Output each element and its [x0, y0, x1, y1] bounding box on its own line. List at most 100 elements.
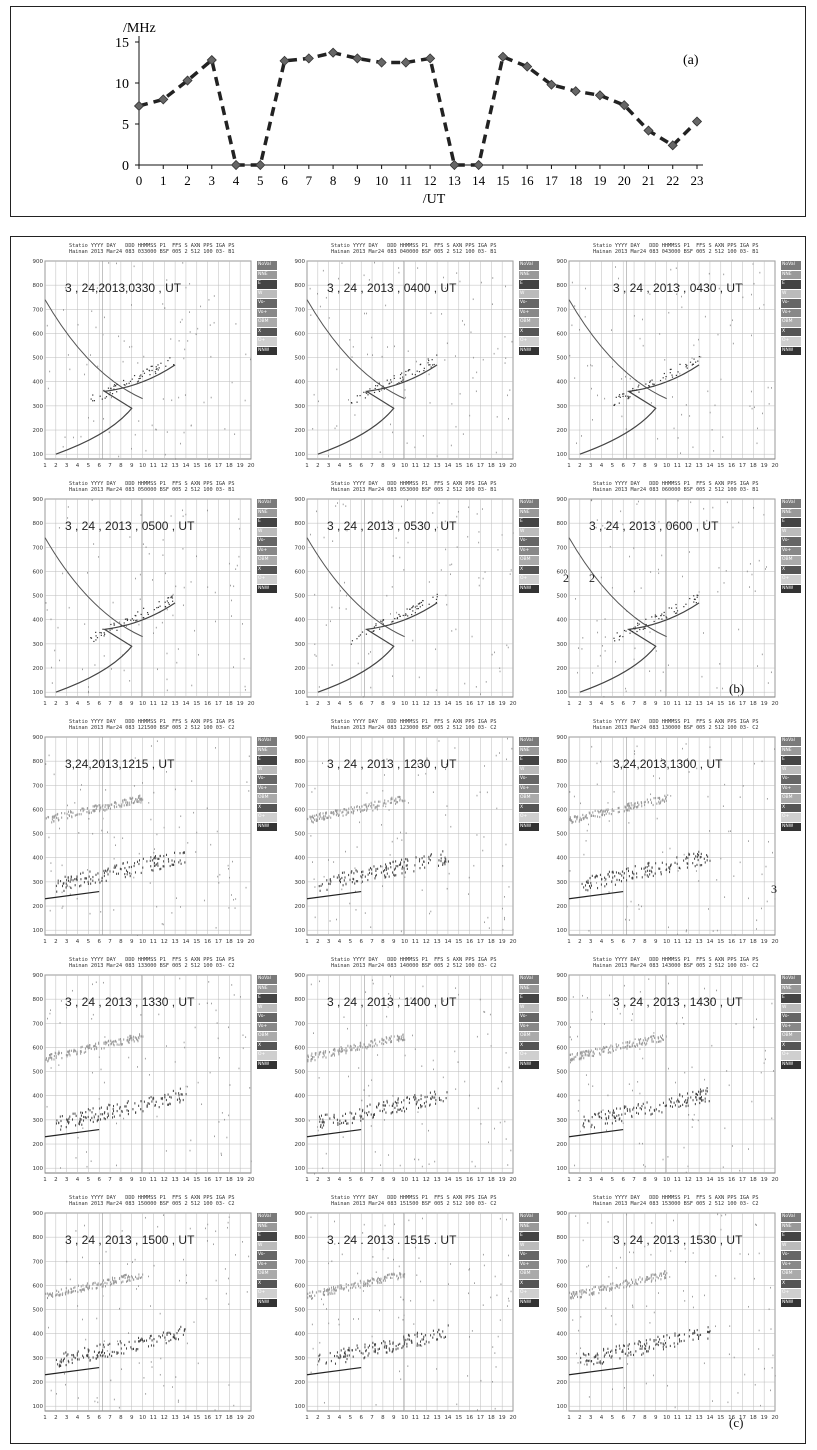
- noise-speckle: [210, 1002, 212, 1005]
- echo-dot: [373, 626, 376, 628]
- noise-speckle: [367, 353, 368, 356]
- echo-dot: [124, 1343, 126, 1347]
- echo-dot: [604, 1122, 606, 1125]
- echo-dot: [80, 1114, 82, 1117]
- echo-dot: [76, 1352, 78, 1355]
- noise-speckle: [508, 1300, 510, 1302]
- noise-speckle: [704, 315, 706, 318]
- x-tick-label: 8: [330, 173, 337, 188]
- noise-speckle: [761, 873, 763, 876]
- echo-dot: [621, 393, 624, 395]
- echo-dot: [155, 857, 157, 860]
- echo-dot: [663, 614, 665, 617]
- ionogram-header: Statio YYYY DAY DDD HHMMSS P1 FFS S AXN …: [69, 243, 235, 255]
- echo-dot: [155, 366, 157, 368]
- noise-speckle: [224, 428, 226, 430]
- echo-dot: [610, 1044, 612, 1047]
- echo-dot: [430, 366, 432, 368]
- y-tick-label: 900: [295, 497, 306, 503]
- x-tick-label: 14: [706, 463, 713, 469]
- noise-speckle: [77, 1136, 79, 1139]
- noise-speckle: [507, 737, 508, 740]
- y-tick-label: 500: [557, 1070, 568, 1076]
- x-tick-label: 6: [359, 701, 363, 707]
- noise-speckle: [187, 340, 189, 342]
- echo-dot: [700, 852, 702, 856]
- echo-dot: [360, 1119, 362, 1122]
- echo-dot: [87, 1350, 89, 1353]
- noise-speckle: [69, 893, 71, 896]
- echo-dot: [90, 811, 92, 814]
- y-tick-label: 200: [295, 904, 306, 910]
- echo-dot: [575, 820, 577, 823]
- echo-dot: [322, 1056, 324, 1059]
- legend-swatch: Vo-: [257, 537, 277, 546]
- noise-speckle: [68, 606, 70, 609]
- echo-dot: [680, 1104, 682, 1108]
- noise-speckle: [165, 1045, 167, 1047]
- echo-dot: [393, 377, 395, 379]
- echo-dot: [329, 879, 331, 882]
- echo-dot: [109, 807, 111, 810]
- echo-dot: [162, 1334, 164, 1337]
- legend-swatch: O+: [781, 575, 801, 584]
- echo-dot: [434, 1090, 436, 1093]
- noise-speckle: [445, 594, 447, 597]
- x-tick-label: 1: [43, 939, 47, 945]
- echo-dot: [120, 1352, 122, 1355]
- noise-speckle: [67, 804, 68, 807]
- x-tick-label: 6: [97, 463, 101, 469]
- trace-curve: [568, 299, 667, 400]
- noise-speckle: [604, 636, 606, 638]
- noise-speckle: [688, 551, 690, 553]
- x-tick-label: 8: [119, 701, 123, 707]
- noise-speckle: [746, 570, 748, 573]
- echo-dot: [126, 1101, 128, 1105]
- echo-dot: [636, 1111, 638, 1115]
- echo-dot: [409, 1097, 411, 1101]
- echo-dot: [113, 1115, 115, 1118]
- echo-dot: [394, 868, 396, 871]
- echo-dot: [650, 1035, 652, 1038]
- echo-dot: [340, 1046, 342, 1049]
- noise-speckle: [323, 1401, 325, 1404]
- noise-speckle: [71, 887, 73, 890]
- x-tick-label: 6: [621, 463, 625, 469]
- echo-dot: [390, 379, 392, 381]
- noise-speckle: [607, 520, 609, 523]
- noise-speckle: [180, 815, 182, 818]
- echo-dot: [383, 1038, 385, 1042]
- echo-dot: [111, 1276, 113, 1279]
- x-tick-label: 17: [215, 463, 222, 469]
- noise-speckle: [153, 851, 155, 854]
- echo-dot: [110, 1281, 112, 1284]
- echo-dot: [152, 1098, 154, 1101]
- x-tick-label: 11: [412, 939, 419, 945]
- noise-speckle: [314, 643, 316, 646]
- noise-speckle: [763, 513, 765, 516]
- y-tick-label: 600: [33, 331, 44, 337]
- echo-dot: [95, 804, 97, 807]
- noise-speckle: [507, 394, 508, 397]
- echo-dot: [604, 876, 606, 879]
- noise-speckle: [438, 502, 440, 504]
- echo-dot: [592, 1050, 594, 1053]
- echo-dot: [386, 1273, 388, 1277]
- noise-speckle: [623, 984, 625, 987]
- echo-dot: [112, 870, 114, 873]
- echo-dot: [445, 860, 447, 863]
- noise-speckle: [587, 364, 589, 367]
- echo-dot: [399, 799, 401, 802]
- ionogram-legend: NoVal NNE E W Vo- Vo+ OBM X O+ NNW: [781, 737, 801, 832]
- echo-dot: [599, 815, 601, 819]
- x-tick-label: 1: [43, 1415, 47, 1421]
- y-tick-label: 600: [33, 1045, 44, 1051]
- legend-swatch: E: [519, 280, 539, 289]
- noise-speckle: [214, 1409, 216, 1411]
- echo-dot: [45, 817, 47, 820]
- data-point: [206, 54, 217, 66]
- noise-speckle: [177, 648, 179, 650]
- echo-dot: [99, 395, 101, 397]
- echo-dot: [442, 863, 444, 866]
- x-tick-label: 5: [349, 1177, 353, 1183]
